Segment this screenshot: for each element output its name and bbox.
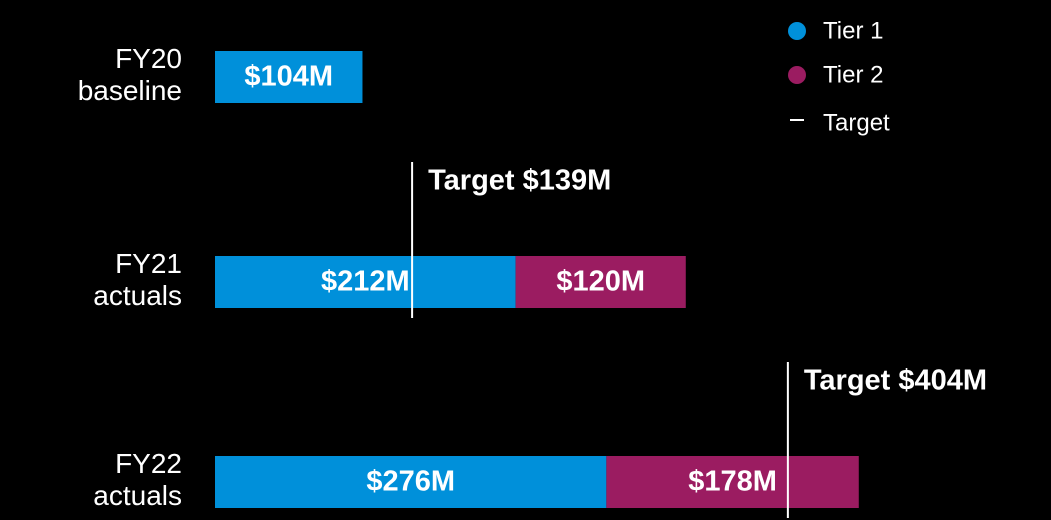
value-label: $178M — [688, 466, 777, 498]
category-label: FY22 actuals — [93, 448, 182, 511]
legend-swatch — [788, 22, 806, 40]
bar-segment — [215, 456, 607, 508]
value-label: $212M — [321, 266, 410, 298]
legend-label: Target — [823, 109, 890, 136]
value-label: $104M — [244, 61, 333, 93]
target-label: Target $139M — [428, 165, 611, 197]
bar-segment — [215, 256, 516, 308]
value-label: $120M — [556, 266, 645, 298]
legend-label: Tier 2 — [823, 61, 883, 88]
bar-segment — [606, 456, 859, 508]
target-label: Target $404M — [804, 365, 987, 397]
category-label: FY20 baseline — [78, 43, 182, 106]
value-label: $276M — [366, 466, 455, 498]
legend-label: Tier 1 — [823, 17, 883, 44]
bar-segment — [515, 256, 686, 308]
legend-swatch — [788, 66, 806, 84]
bar-segment — [215, 51, 363, 103]
category-label: FY21 actuals — [93, 248, 182, 311]
